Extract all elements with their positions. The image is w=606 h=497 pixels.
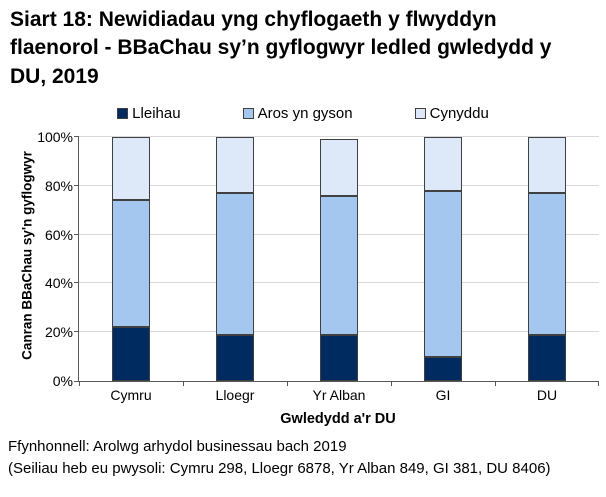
legend-label: Cynyddu <box>429 105 489 122</box>
y-tick-label: 80% <box>44 177 73 194</box>
bar-segment-lleihau-gi <box>424 356 462 381</box>
gridline <box>79 136 599 137</box>
x-category-label: DU <box>536 387 558 403</box>
legend-swatch-icon <box>117 108 129 119</box>
y-tick-label: 100% <box>37 129 73 145</box>
x-category-label: Lloegr <box>215 387 255 403</box>
legend-swatch-icon <box>242 108 254 119</box>
y-axis-title: Canran BBaChau sy'n gyflogwyr <box>19 151 35 360</box>
chart-legend: Lleihau Aros yn gyson Cynyddu <box>0 105 606 122</box>
x-category-label: Yr Alban <box>312 387 366 403</box>
bar-segment-cynyddu-lloegr <box>216 137 254 194</box>
chart-footnote: Ffynhonnell: Arolwg arhydol businessau b… <box>8 436 551 480</box>
bar-segment-cynyddu-gi <box>424 137 462 191</box>
x-tick-mark <box>287 381 288 386</box>
y-tick-mark <box>74 233 79 235</box>
bar-segment-lleihau-cymru <box>112 327 150 381</box>
bar-segment-aros-yn-gyson-yr-alban <box>320 195 358 335</box>
x-tick-mark <box>598 381 599 386</box>
plot-area: 0% 20% 40% 60% 80% 100% Cymru Lloegr Yr Alban GI D… <box>37 129 599 403</box>
x-category-label: GI <box>435 387 451 403</box>
chart-title: Siart 18: Newidiadau yng chyflogaeth y f… <box>10 8 552 88</box>
y-tick-mark <box>74 381 79 382</box>
bar-segment-cynyddu-yr-alban <box>320 139 358 196</box>
y-tick-mark <box>74 282 79 284</box>
bar-segment-lleihau-lloegr <box>216 334 254 381</box>
y-tick-mark <box>74 184 79 186</box>
source-note: Ffynhonnell: Arolwg arhydol businessau b… <box>8 438 347 455</box>
bar-segment-aros-yn-gyson-cymru <box>112 200 150 328</box>
legend-item-aros-yn-gyson: Aros yn gyson <box>242 105 353 122</box>
y-tick-label: 0% <box>52 373 73 389</box>
y-tick-label: 40% <box>44 275 73 292</box>
bar-segment-aros-yn-gyson-du <box>528 193 566 335</box>
x-tick-mark <box>495 381 496 386</box>
bar-segment-aros-yn-gyson-gi <box>424 190 462 357</box>
legend-item-cynyddu: Cynyddu <box>414 105 489 122</box>
legend-swatch-icon <box>414 108 426 119</box>
bar-segment-lleihau-yr-alban <box>320 334 358 381</box>
bar-segment-aros-yn-gyson-lloegr <box>216 193 254 335</box>
x-category-label: Cymru <box>110 387 152 403</box>
y-tick-label: 60% <box>44 226 73 243</box>
y-tick-mark <box>74 136 79 137</box>
legend-label: Lleihau <box>132 105 181 122</box>
x-tick-mark <box>391 381 392 386</box>
x-tick-mark <box>79 381 80 386</box>
bar-segment-lleihau-du <box>528 334 566 381</box>
y-tick-label: 20% <box>44 324 73 341</box>
x-tick-mark <box>183 381 184 386</box>
legend-label: Aros yn gyson <box>257 105 353 122</box>
base-sizes-note: (Seiliau heb eu pwysoli: Cymru 298, Lloe… <box>8 459 551 477</box>
legend-item-lleihau: Lleihau <box>117 105 181 122</box>
bar-segment-cynyddu-du <box>528 137 566 194</box>
bar-segment-cynyddu-cymru <box>112 137 150 201</box>
x-axis-title: Gwledydd a'r DU <box>280 411 396 427</box>
y-tick-mark <box>74 331 79 333</box>
